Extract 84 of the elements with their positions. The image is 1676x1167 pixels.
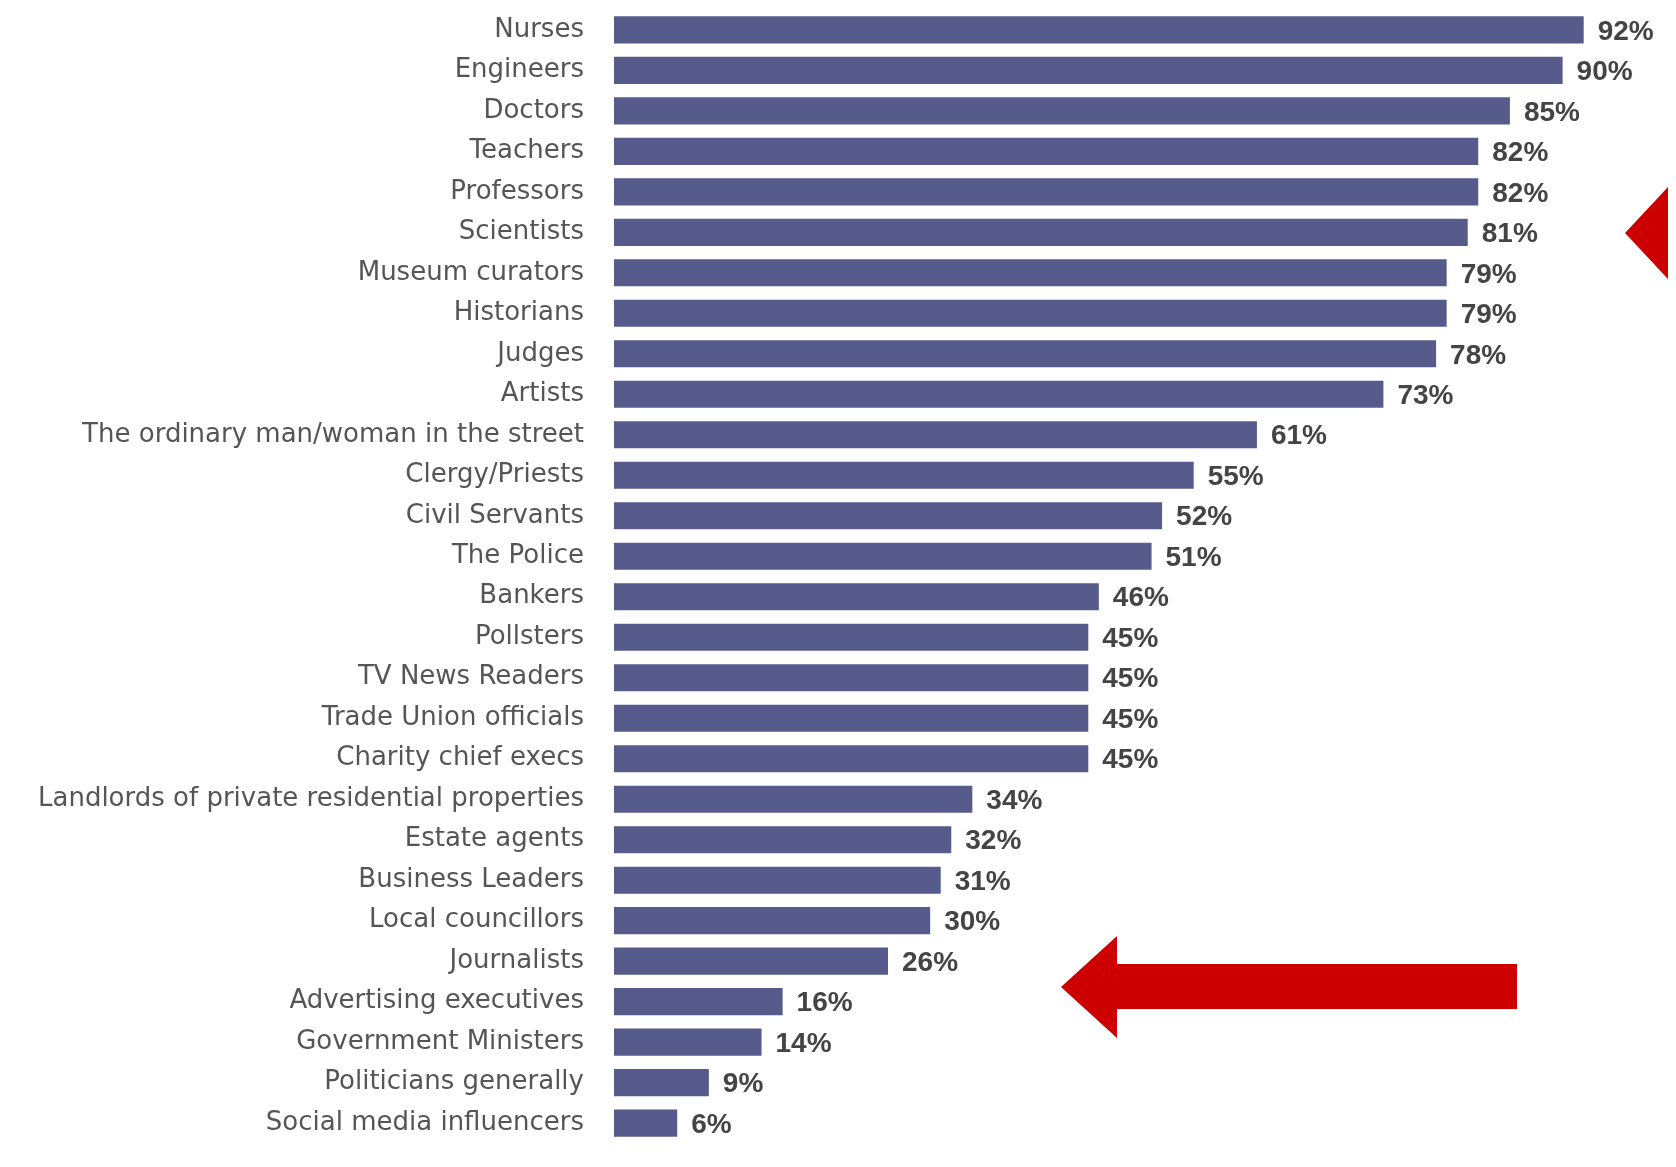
y-tick-label: Clergy/Priests bbox=[405, 458, 584, 489]
data-label: 82% bbox=[1492, 136, 1549, 168]
data-label: 34% bbox=[986, 783, 1043, 815]
data-label: 52% bbox=[1176, 500, 1233, 532]
bar bbox=[613, 745, 1089, 773]
data-label: 61% bbox=[1270, 419, 1328, 451]
data-label: 46% bbox=[1112, 581, 1169, 613]
data-label: 30% bbox=[944, 905, 1001, 937]
data-label: 92% bbox=[1597, 14, 1654, 46]
y-tick-label: Charity chief execs bbox=[336, 741, 584, 772]
bar bbox=[613, 1028, 762, 1056]
y-tick-label: Professors bbox=[450, 174, 584, 205]
data-label: 73% bbox=[1397, 379, 1454, 410]
y-tick-label: Business Leaders bbox=[358, 862, 584, 893]
data-label: 45% bbox=[1102, 662, 1159, 694]
data-label: 26% bbox=[902, 945, 959, 977]
data-label: 82% bbox=[1492, 176, 1549, 208]
y-tick-label: Advertising executives bbox=[289, 984, 584, 1015]
data-label: 14% bbox=[775, 1026, 832, 1058]
y-tick-label: Landlords of private residential properties bbox=[37, 781, 584, 812]
y-tick-label: Journalists bbox=[447, 943, 584, 974]
bar bbox=[613, 664, 1089, 692]
bar bbox=[613, 299, 1447, 327]
bar bbox=[613, 137, 1479, 165]
data-label: 90% bbox=[1576, 55, 1633, 87]
y-tick-label: Teachers bbox=[468, 134, 584, 165]
data-label: 81% bbox=[1481, 217, 1538, 249]
y-tick-label: The Police bbox=[450, 539, 584, 569]
data-label: 16% bbox=[796, 986, 853, 1018]
data-label: 79% bbox=[1460, 257, 1517, 289]
bar bbox=[613, 340, 1437, 368]
y-tick-label: Judges bbox=[495, 336, 584, 367]
bar bbox=[613, 178, 1479, 206]
data-label: 45% bbox=[1102, 743, 1159, 775]
data-label: 79% bbox=[1460, 298, 1517, 330]
y-tick-label: Artists bbox=[500, 377, 584, 408]
data-label: 31% bbox=[954, 864, 1011, 896]
y-tick-label: Engineers bbox=[454, 53, 584, 84]
y-tick-label: Museum curators bbox=[357, 255, 584, 286]
bar bbox=[613, 1109, 678, 1137]
bar bbox=[613, 704, 1089, 732]
bar bbox=[613, 826, 952, 854]
bar bbox=[613, 623, 1089, 651]
y-tick-label: The ordinary man/woman in the street bbox=[81, 417, 584, 448]
data-label: 78% bbox=[1450, 338, 1507, 370]
data-label: 9% bbox=[722, 1067, 764, 1099]
y-tick-label: Doctors bbox=[483, 93, 584, 124]
bar bbox=[613, 97, 1510, 125]
y-tick-label: Local councillors bbox=[369, 903, 584, 934]
y-tick-label: Civil Servants bbox=[405, 498, 584, 529]
bar bbox=[613, 218, 1468, 246]
y-tick-label: Pollsters bbox=[474, 619, 584, 650]
y-tick-label: Government Ministers bbox=[296, 1024, 584, 1055]
bar bbox=[613, 866, 941, 894]
data-label: 6% bbox=[691, 1107, 732, 1139]
data-label: 85% bbox=[1523, 95, 1581, 127]
bar bbox=[613, 461, 1194, 489]
y-tick-label: Social media influencers bbox=[265, 1105, 584, 1136]
y-tick-label: Politicians generally bbox=[324, 1065, 584, 1096]
bar bbox=[613, 583, 1099, 611]
bar bbox=[613, 785, 973, 813]
bar bbox=[613, 542, 1152, 570]
y-tick-label: Historians bbox=[453, 296, 584, 327]
data-label: 45% bbox=[1102, 702, 1159, 734]
data-label: 55% bbox=[1207, 459, 1264, 491]
bar bbox=[613, 16, 1584, 44]
bar bbox=[613, 56, 1563, 84]
bar bbox=[613, 1069, 709, 1097]
bar bbox=[613, 421, 1257, 449]
data-label: 45% bbox=[1102, 621, 1159, 653]
data-label: 51% bbox=[1165, 540, 1222, 572]
y-tick-label: Estate agents bbox=[404, 822, 584, 853]
bar bbox=[613, 380, 1384, 408]
y-tick-label: TV News Readers bbox=[356, 660, 584, 691]
y-tick-label: Scientists bbox=[458, 215, 584, 246]
bar bbox=[613, 907, 931, 935]
y-tick-label: Nurses bbox=[494, 12, 584, 43]
bar bbox=[613, 259, 1447, 287]
y-tick-label: Bankers bbox=[479, 579, 584, 610]
bar bbox=[613, 947, 889, 975]
bar bbox=[613, 502, 1163, 530]
data-label: 32% bbox=[965, 824, 1022, 856]
bar bbox=[613, 988, 783, 1016]
y-tick-label: Trade Union officials bbox=[320, 700, 584, 731]
